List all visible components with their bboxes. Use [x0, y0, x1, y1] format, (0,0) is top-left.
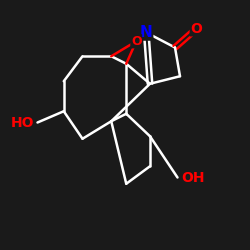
- Text: OH: OH: [181, 170, 205, 184]
- Text: O: O: [131, 35, 141, 48]
- Text: HO: HO: [10, 116, 34, 130]
- Text: N: N: [140, 25, 152, 40]
- Text: O: O: [190, 22, 202, 36]
